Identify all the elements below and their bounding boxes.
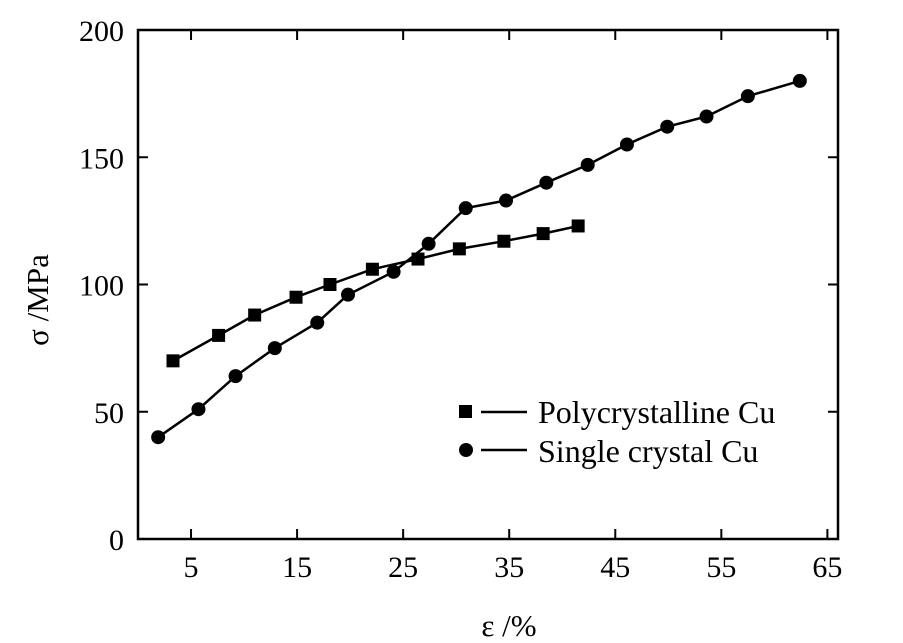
x-tick-label: 5 [184, 551, 199, 584]
data-point-polycrystalline-cu [289, 290, 303, 304]
data-point-single-crystal-cu [499, 193, 514, 208]
y-axis-label: σ /MPa [20, 254, 55, 346]
data-point-polycrystalline-cu [323, 278, 337, 291]
legend-marker-polycrystalline [459, 405, 472, 418]
data-point-polycrystalline-cu [452, 242, 466, 256]
data-point-single-crystal-cu [267, 341, 282, 356]
data-point-single-crystal-cu [699, 109, 714, 124]
data-point-single-crystal-cu [151, 430, 166, 445]
data-point-single-crystal-cu [228, 369, 243, 384]
y-tick-label: 150 [79, 142, 124, 175]
series-layer [151, 73, 807, 445]
axis-ticks: 5 15 25 35 45 55 65 0 50 100 150 200 [79, 15, 842, 584]
data-point-polycrystalline-cu [497, 234, 511, 248]
x-tick-label: 65 [812, 551, 842, 584]
data-point-single-crystal-cu [619, 137, 634, 152]
x-tick-label: 55 [706, 551, 736, 584]
x-tick-label: 15 [282, 551, 312, 584]
series-line-polycrystalline-cu [172, 224, 579, 362]
data-point-single-crystal-cu [660, 119, 675, 134]
x-axis-label: ε /% [481, 608, 536, 643]
data-point-polycrystalline-cu [365, 262, 379, 276]
data-point-single-crystal-cu [458, 201, 473, 216]
legend: Polycrystalline Cu Single crystal Cu [459, 394, 775, 469]
y-tick-label: 200 [79, 15, 124, 48]
data-point-single-crystal-cu [421, 236, 436, 251]
data-point-single-crystal-cu [341, 287, 355, 302]
legend-label-single-crystal: Single crystal Cu [538, 433, 758, 469]
data-point-single-crystal-cu [191, 402, 206, 417]
x-tick-label: 45 [600, 551, 630, 584]
data-point-single-crystal-cu [792, 73, 807, 88]
data-point-single-crystal-cu [740, 89, 755, 104]
data-point-single-crystal-cu [310, 315, 325, 330]
legend-marker-single-crystal [459, 443, 473, 457]
data-point-polycrystalline-cu [248, 308, 262, 322]
legend-label-polycrystalline: Polycrystalline Cu [538, 394, 775, 430]
y-tick-label: 100 [79, 270, 124, 303]
data-point-polycrystalline-cu [212, 328, 226, 342]
data-point-single-crystal-cu [580, 157, 595, 172]
data-point-polycrystalline-cu [166, 354, 180, 368]
x-tick-label: 25 [388, 551, 418, 584]
y-tick-label: 50 [94, 397, 124, 430]
data-point-single-crystal-cu [386, 264, 401, 279]
series-line-single-crystal-cu [157, 79, 801, 439]
data-point-polycrystalline-cu [571, 219, 585, 233]
data-point-single-crystal-cu [539, 175, 554, 190]
data-point-polycrystalline-cu [536, 227, 550, 241]
y-tick-label: 0 [109, 524, 124, 557]
x-tick-label: 35 [494, 551, 524, 584]
